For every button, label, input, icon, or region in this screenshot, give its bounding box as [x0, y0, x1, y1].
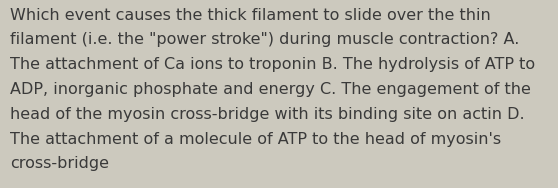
Text: The attachment of Ca ions to troponin B. The hydrolysis of ATP to: The attachment of Ca ions to troponin B.… [10, 57, 535, 72]
Text: head of the myosin cross-bridge with its binding site on actin D.: head of the myosin cross-bridge with its… [10, 107, 525, 122]
Text: cross-bridge: cross-bridge [10, 156, 109, 171]
Text: filament (i.e. the "power stroke") during muscle contraction? A.: filament (i.e. the "power stroke") durin… [10, 32, 519, 47]
Text: Which event causes the thick filament to slide over the thin: Which event causes the thick filament to… [10, 8, 491, 23]
Text: The attachment of a molecule of ATP to the head of myosin's: The attachment of a molecule of ATP to t… [10, 132, 501, 147]
Text: ADP, inorganic phosphate and energy C. The engagement of the: ADP, inorganic phosphate and energy C. T… [10, 82, 531, 97]
